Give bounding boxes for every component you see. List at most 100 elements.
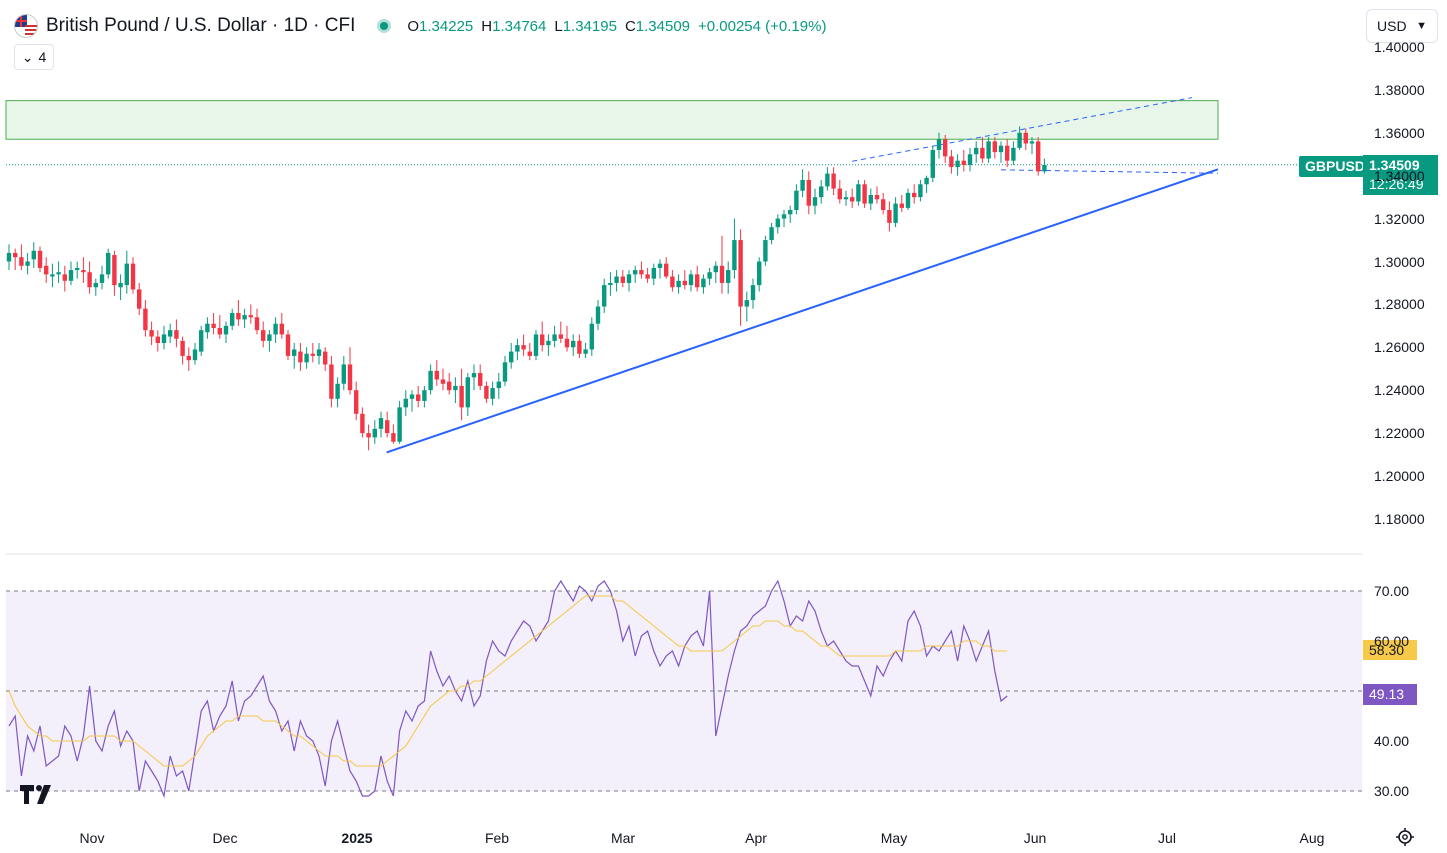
support-trendline bbox=[386, 168, 1219, 454]
candle-body bbox=[719, 265, 725, 283]
candle-body bbox=[199, 330, 204, 352]
price-axis-label: 1.28000 bbox=[1374, 296, 1425, 313]
settings-gear-icon[interactable] bbox=[1394, 826, 1416, 848]
candle-body bbox=[608, 282, 613, 286]
candle-body bbox=[651, 267, 656, 279]
candle-body bbox=[639, 270, 644, 275]
candle-body bbox=[912, 192, 917, 198]
candle-body bbox=[738, 240, 743, 307]
chevron-down-icon: ⌄ bbox=[21, 48, 34, 65]
candle-body bbox=[788, 210, 793, 215]
candle-body bbox=[943, 139, 948, 157]
candle-body bbox=[124, 263, 129, 286]
candle-body bbox=[893, 203, 898, 223]
candle-body bbox=[335, 383, 340, 399]
candle-body bbox=[459, 385, 464, 408]
candle-body bbox=[447, 381, 452, 391]
candle-body bbox=[930, 149, 935, 178]
candle-body bbox=[881, 199, 886, 211]
candle-body bbox=[874, 195, 880, 200]
candle-body bbox=[453, 385, 458, 391]
candle-body bbox=[589, 323, 594, 350]
candle-body bbox=[236, 312, 241, 320]
candle-body bbox=[961, 160, 966, 165]
wedge-upper-line bbox=[852, 97, 1193, 162]
candle-body bbox=[1036, 141, 1041, 172]
candle-body bbox=[558, 334, 563, 339]
candle-body bbox=[310, 353, 315, 356]
price-axis-label: 1.38000 bbox=[1374, 81, 1425, 98]
symbol-title[interactable]: British Pound / U.S. Dollar · 1D · CFI bbox=[46, 15, 356, 36]
candle-body bbox=[137, 289, 142, 309]
candle-body bbox=[515, 345, 520, 352]
candle-body bbox=[496, 381, 501, 389]
time-axis-label: 2025 bbox=[341, 830, 373, 846]
candle-body bbox=[87, 272, 92, 288]
candle-body bbox=[397, 407, 402, 442]
gbp-usd-flag-icon bbox=[14, 14, 38, 38]
wedge-lower-line bbox=[1000, 169, 1219, 174]
price-axis-label: 1.26000 bbox=[1374, 339, 1425, 356]
currency-select[interactable]: USD ▼ bbox=[1366, 9, 1438, 43]
candle-body bbox=[316, 349, 322, 356]
candle-body bbox=[868, 195, 873, 204]
candle-body bbox=[205, 323, 210, 333]
candle-body bbox=[434, 370, 439, 380]
candle-body bbox=[980, 147, 985, 159]
candle-body bbox=[552, 334, 557, 341]
tradingview-logo-icon[interactable] bbox=[20, 783, 60, 805]
candle-body bbox=[385, 420, 390, 434]
indicator-count: 4 bbox=[38, 49, 47, 65]
candle-body bbox=[273, 323, 278, 335]
price-axis-label: 1.36000 bbox=[1374, 124, 1425, 141]
market-open-icon[interactable] bbox=[377, 19, 392, 33]
candle-body bbox=[812, 197, 818, 206]
candle-body bbox=[707, 272, 712, 279]
candle-body bbox=[645, 274, 650, 279]
candle-body bbox=[285, 334, 291, 356]
candle-body bbox=[149, 330, 154, 337]
time-axis-label: Aug bbox=[1299, 830, 1325, 846]
candle-body bbox=[763, 240, 768, 262]
candle-body bbox=[664, 263, 669, 277]
candle-body bbox=[695, 274, 700, 288]
candle-body bbox=[230, 312, 235, 326]
candle-body bbox=[416, 394, 421, 401]
candle-body bbox=[571, 340, 576, 348]
candle-body bbox=[546, 340, 551, 346]
candle-body bbox=[93, 282, 98, 288]
time-axis-label: Feb bbox=[484, 830, 510, 846]
rsi-line bbox=[8, 579, 1008, 799]
candle-body bbox=[130, 263, 136, 290]
candle-body bbox=[831, 173, 836, 189]
price-axis-label: 1.24000 bbox=[1374, 382, 1425, 399]
candle-body bbox=[403, 398, 408, 408]
candle-body bbox=[670, 276, 675, 288]
candle-body bbox=[509, 351, 514, 363]
candle-body bbox=[254, 317, 260, 331]
candle-body bbox=[267, 334, 272, 341]
candle-body bbox=[775, 218, 780, 228]
candle-body bbox=[186, 355, 191, 361]
candle-body bbox=[25, 261, 30, 266]
candle-body bbox=[161, 334, 167, 344]
time-axis-label: Nov bbox=[79, 830, 105, 846]
candle-body bbox=[391, 433, 396, 442]
candle-body bbox=[521, 345, 526, 350]
candle-body bbox=[967, 154, 973, 165]
candle-body bbox=[366, 433, 371, 438]
candle-body bbox=[409, 394, 415, 399]
candle-body bbox=[465, 377, 470, 408]
candle-body bbox=[602, 285, 607, 307]
resistance-zone bbox=[5, 100, 1219, 140]
candle-body bbox=[887, 210, 892, 223]
candle-body bbox=[471, 373, 477, 378]
candle-body bbox=[56, 272, 61, 275]
candle-body bbox=[701, 278, 706, 288]
time-axis-label: Apr bbox=[745, 830, 767, 846]
indicators-toggle-button[interactable]: ⌄ 4 bbox=[14, 44, 54, 70]
candle-body bbox=[713, 265, 718, 273]
candle-body bbox=[657, 263, 663, 268]
